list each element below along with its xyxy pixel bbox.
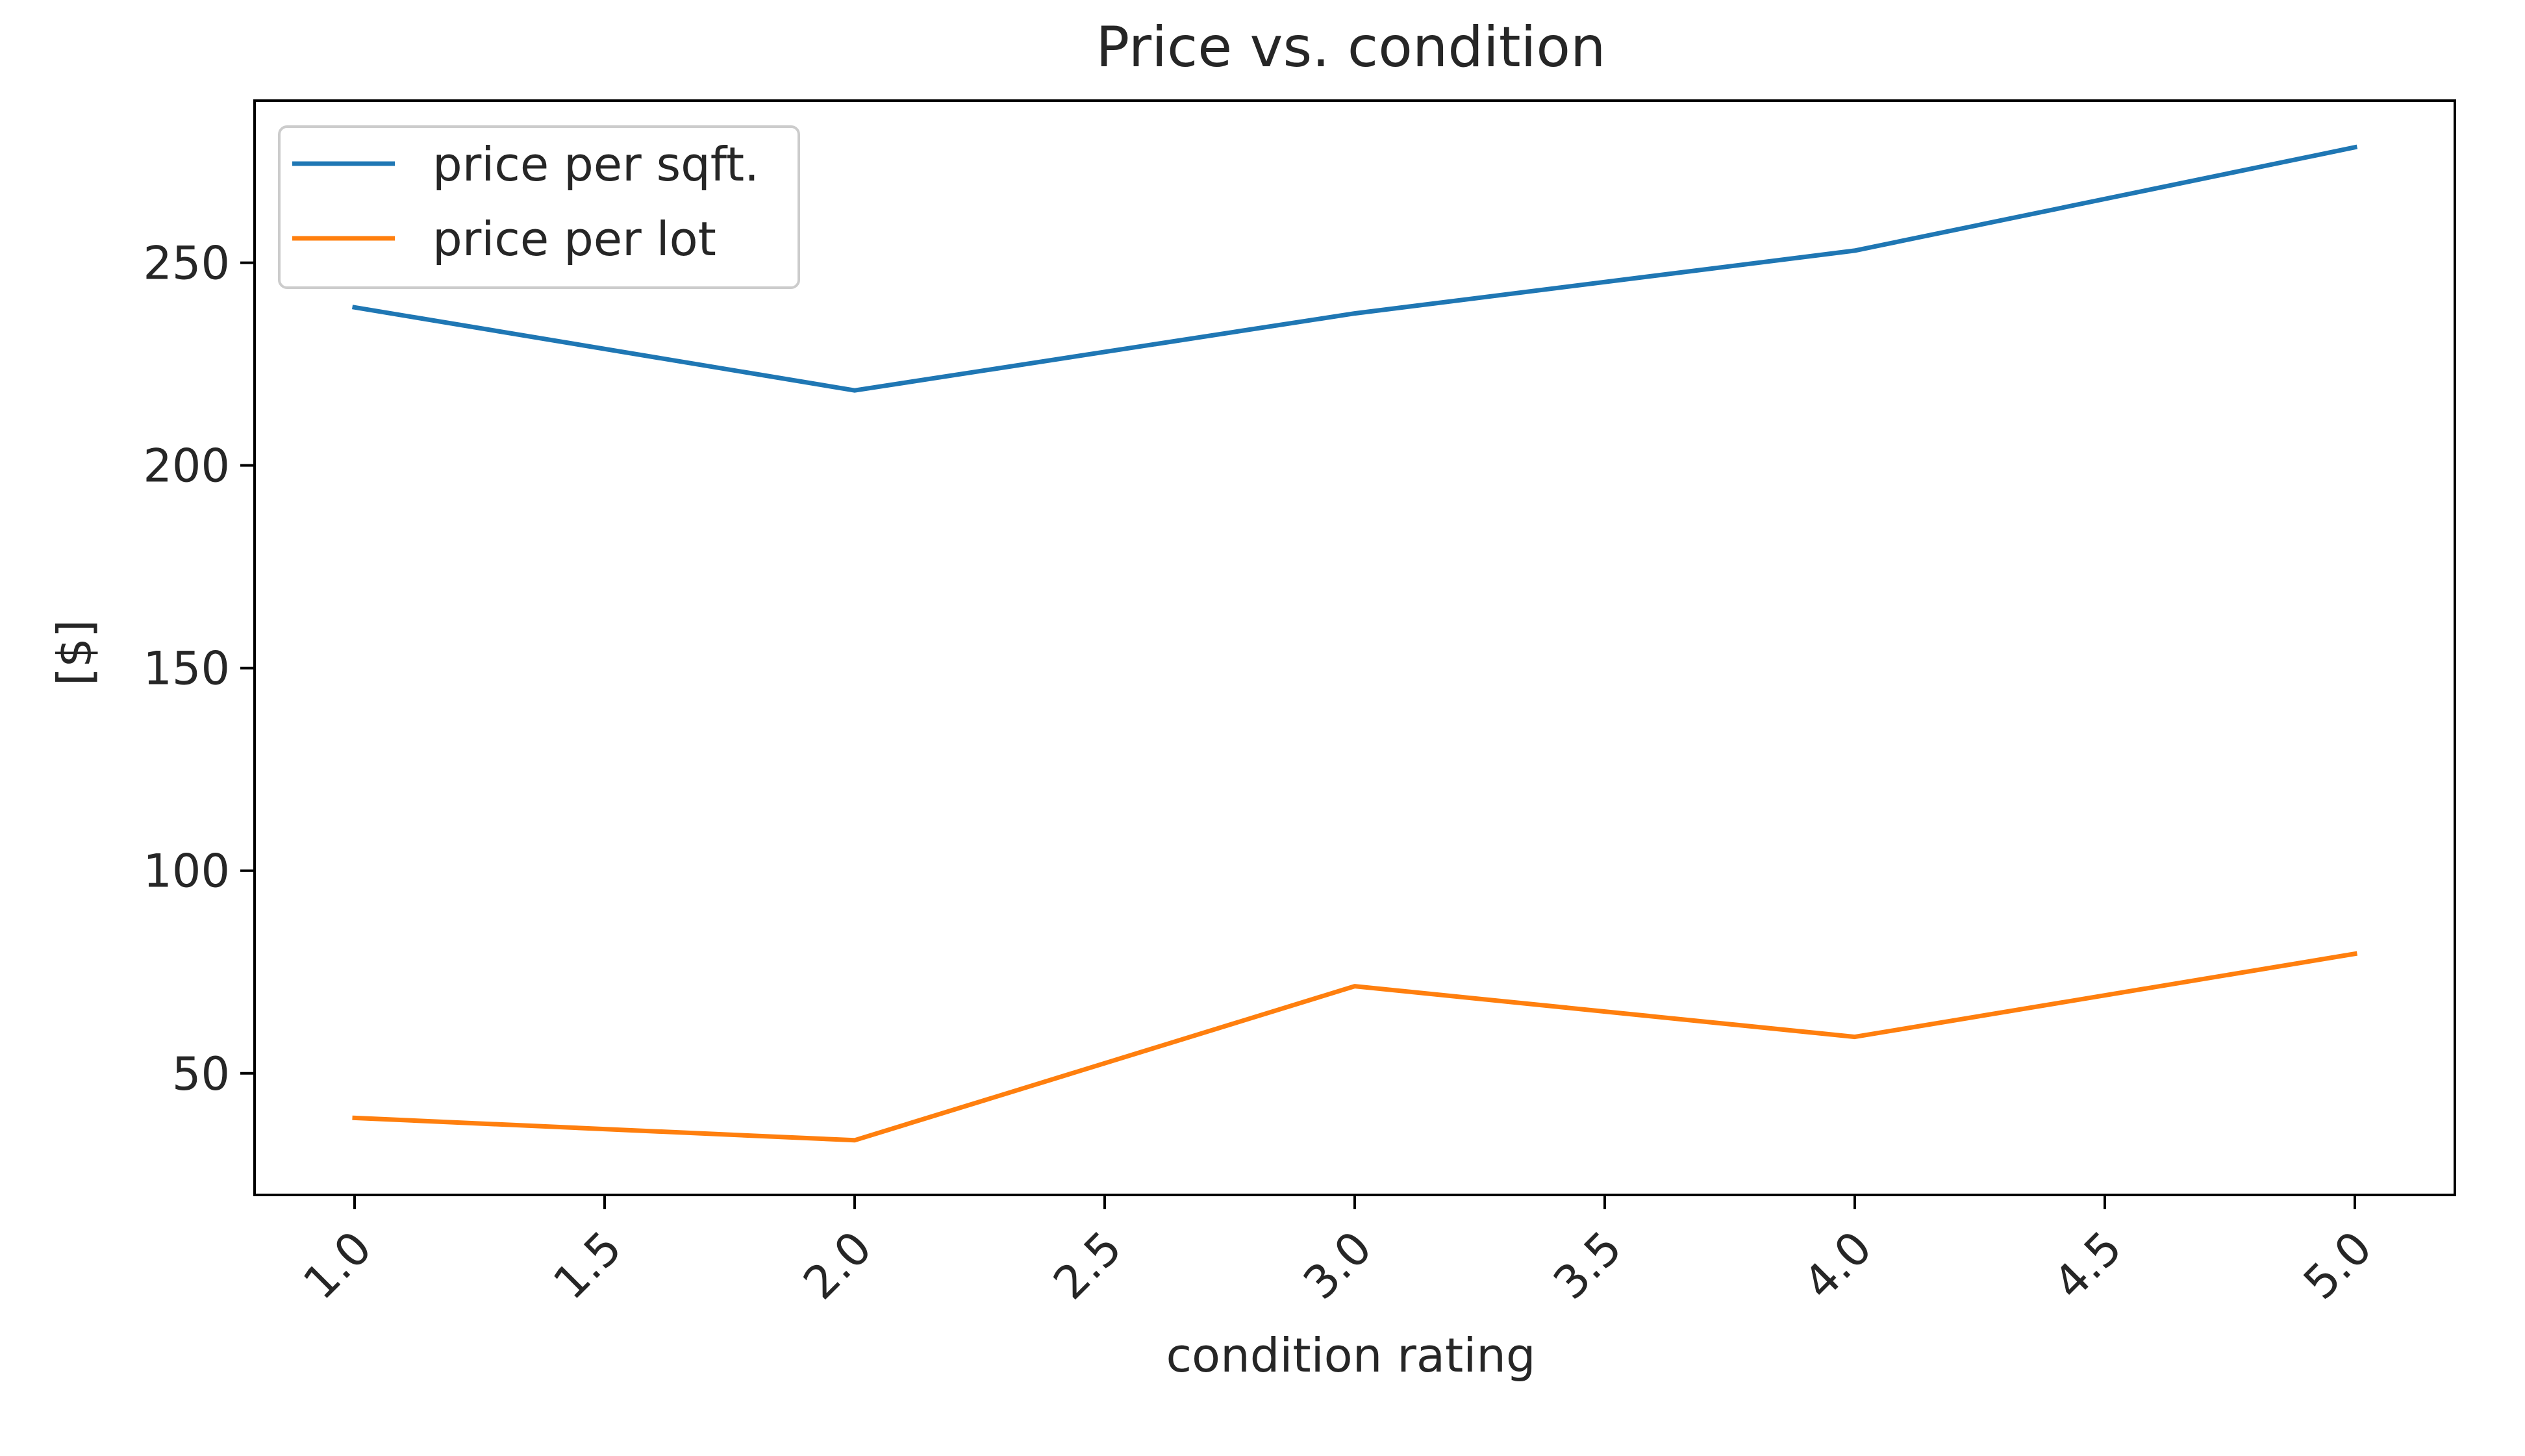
y-tick-label: 200: [143, 440, 230, 493]
x-axis-label: condition rating: [1166, 1328, 1535, 1383]
chart-title: Price vs. condition: [1096, 15, 1605, 80]
series-line-price-per-lot: [352, 951, 2358, 1143]
y-axis-label: [$]: [47, 620, 102, 686]
y-tick-label: 150: [143, 642, 230, 696]
legend-label-price-per-lot: price per lot: [433, 212, 716, 266]
y-tick-label: 50: [172, 1048, 230, 1101]
legend-box: [278, 125, 800, 289]
legend-label-price-per-sqft: price per sqft.: [433, 137, 759, 192]
y-axis-ticks: 50 100 150 200 250: [143, 237, 255, 1101]
series-layer: [351, 144, 2358, 1143]
y-tick-label: 100: [143, 845, 230, 898]
series-line-price-per-sqft: [351, 144, 2358, 393]
legend: price per sqft. price per lot: [278, 125, 800, 289]
y-tick-label: 250: [143, 237, 230, 290]
